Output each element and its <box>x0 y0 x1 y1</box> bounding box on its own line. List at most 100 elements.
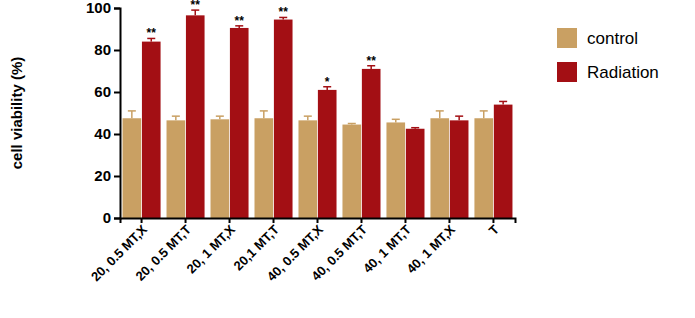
tick-mark <box>114 50 120 52</box>
legend-swatch <box>557 62 577 82</box>
bar <box>186 15 205 218</box>
tick-mark <box>141 218 143 223</box>
tick-mark <box>448 218 450 223</box>
series <box>142 10 513 218</box>
bar <box>474 118 493 218</box>
error-cap <box>304 115 312 117</box>
legend-swatch <box>557 28 577 48</box>
bar <box>211 119 230 218</box>
bar <box>450 120 469 218</box>
error-cap <box>411 127 419 129</box>
tick: 20, 0.5 MT,T <box>132 218 194 284</box>
tick-label: 80 <box>94 41 111 58</box>
tick-mark <box>273 218 275 223</box>
error-line <box>483 111 485 118</box>
tick: 60 <box>94 83 120 100</box>
error-bar <box>348 124 356 125</box>
tick-label: T <box>486 222 502 238</box>
tick-label: 100 <box>86 0 111 16</box>
error-line <box>439 111 441 118</box>
axis-line <box>114 9 121 219</box>
significance: ** <box>147 26 157 40</box>
error-cap <box>455 115 463 117</box>
tick: 20, 1 MT,X <box>184 218 239 276</box>
tick: T <box>486 218 502 238</box>
x-axis: 20, 0.5 MT,X20, 0.5 MT,T20, 1 MT,X20,1 M… <box>88 218 516 284</box>
y-axis: 0 20 40 60 80 100 <box>86 0 121 226</box>
error-cap <box>172 115 180 117</box>
bar <box>362 69 381 218</box>
tick: 20 <box>94 167 120 184</box>
legend-label: control <box>587 29 638 48</box>
significance: ** <box>235 14 245 28</box>
legend-item: control <box>557 28 638 48</box>
tick-mark <box>492 218 494 223</box>
tick-mark <box>114 218 120 220</box>
error-bar <box>304 116 312 120</box>
tick-mark <box>229 218 231 223</box>
bar <box>274 20 293 218</box>
error-cap <box>436 110 444 112</box>
bar <box>386 122 405 218</box>
legend: control Radiation <box>557 28 659 82</box>
tick-label: 60 <box>94 83 111 100</box>
legend-label: Radiation <box>587 63 659 82</box>
y-axis-title: cell viability (%) <box>8 57 25 170</box>
bar <box>318 90 337 218</box>
error-line <box>263 111 265 118</box>
tick-mark <box>360 218 362 223</box>
tick-mark <box>114 134 120 136</box>
bars <box>123 10 513 218</box>
tick-label: 20, 1 MT,X <box>184 222 239 277</box>
error-cap <box>260 110 268 112</box>
bar <box>406 129 425 218</box>
bar <box>254 118 273 218</box>
tick: 0 <box>103 209 120 226</box>
bar <box>494 105 513 218</box>
bar <box>230 28 249 218</box>
error-bar <box>480 111 488 118</box>
error-bar <box>455 116 463 120</box>
error-cap <box>216 115 224 117</box>
error-bar <box>128 111 136 118</box>
error-bar <box>411 128 419 129</box>
tick-mark <box>114 176 120 178</box>
tick-mark <box>185 218 187 223</box>
bar <box>142 42 161 218</box>
error-cap <box>499 101 507 103</box>
significance: * <box>325 75 330 89</box>
error-bar <box>392 119 400 122</box>
error-line <box>131 111 133 118</box>
bar <box>123 118 142 218</box>
error-bar <box>260 111 268 118</box>
tick-label: 40 <box>94 125 111 142</box>
tick: 40 <box>94 125 120 142</box>
chart: ***********02040608010020, 0.5 MT,X20, 0… <box>0 0 695 318</box>
tick: 40, 0.5 MT,T <box>308 218 370 284</box>
error-bar <box>172 116 180 120</box>
error-bar <box>216 116 224 119</box>
tick-mark <box>404 218 406 223</box>
error-bar <box>436 111 444 118</box>
tick-label: 20, 0.5 MT,T <box>132 222 194 284</box>
bar <box>167 120 186 218</box>
tick-mark <box>317 218 319 223</box>
error-cap <box>392 119 400 121</box>
legend-item: Radiation <box>557 62 659 82</box>
error-cap <box>480 110 488 112</box>
tick: 40, 1 MT,X <box>403 218 458 276</box>
error-cap <box>348 123 356 125</box>
error-bar <box>499 101 507 104</box>
significance: ** <box>279 5 289 19</box>
tick-label: 20 <box>94 167 111 184</box>
error-cap <box>128 110 136 112</box>
tick-mark <box>114 8 120 10</box>
bar <box>430 118 449 218</box>
bar <box>342 125 361 218</box>
tick-label: 40, 0.5 MT,T <box>308 222 370 284</box>
tick-label: 0 <box>103 209 111 226</box>
tick-mark <box>114 92 120 94</box>
series <box>123 111 494 218</box>
axis-line <box>121 219 516 224</box>
plot: ***********02040608010020, 0.5 MT,X20, 0… <box>86 0 516 284</box>
